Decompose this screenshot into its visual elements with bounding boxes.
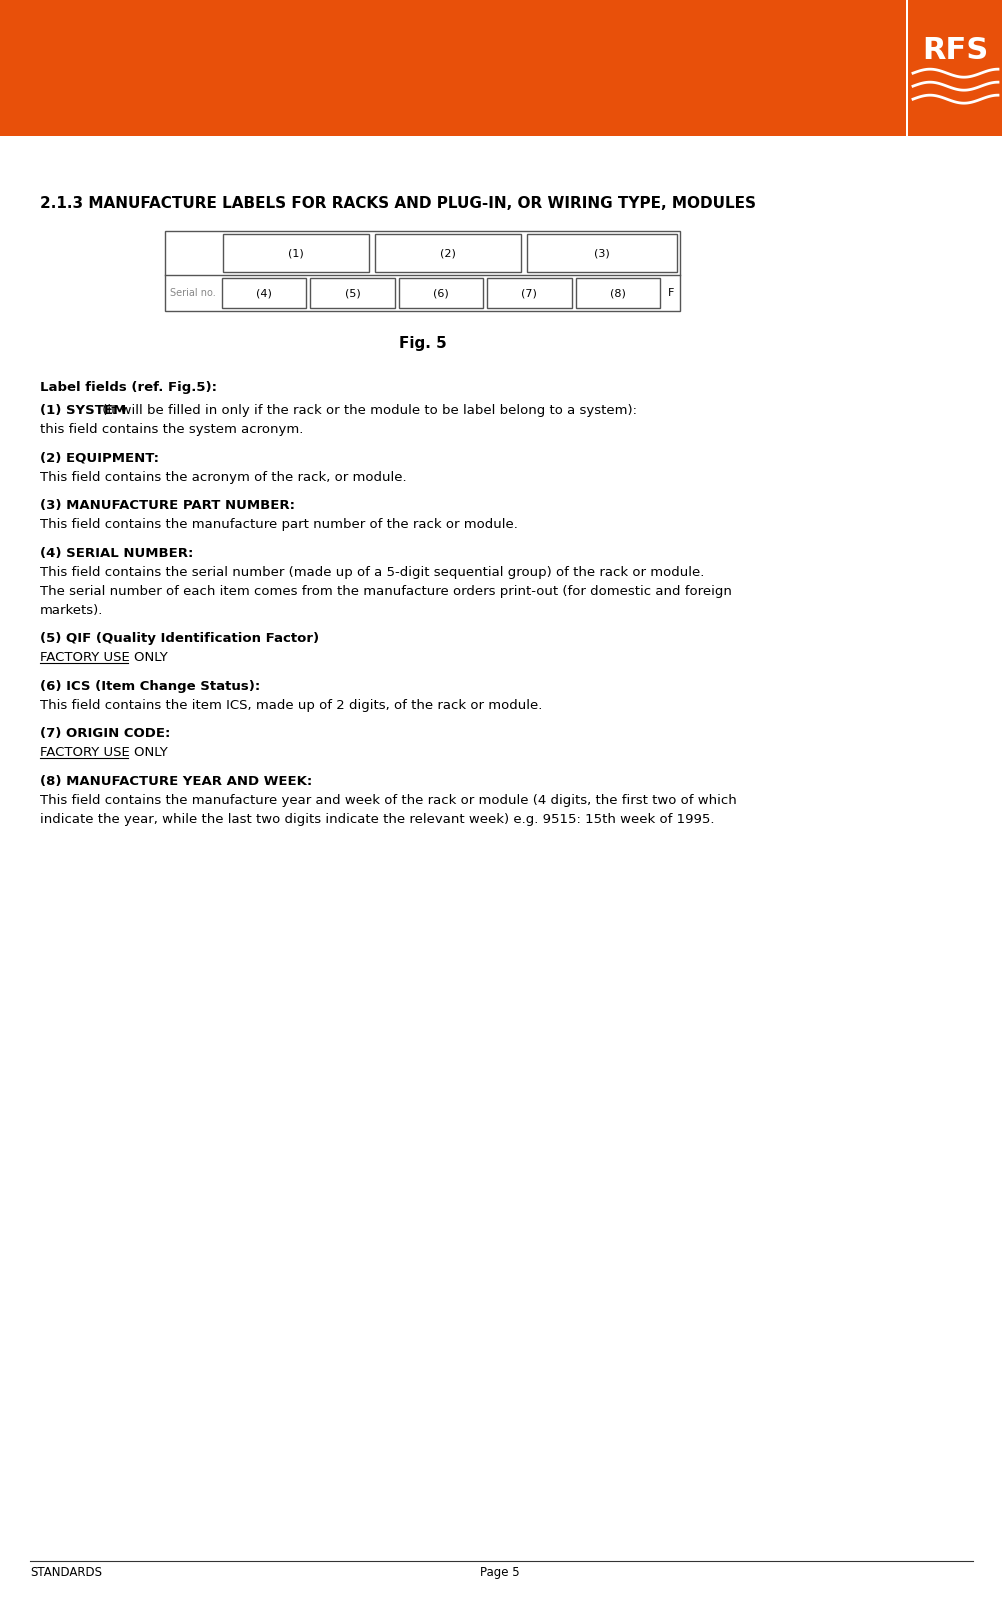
Text: The serial number of each item comes from the manufacture orders print-out (for : The serial number of each item comes fro…	[40, 584, 731, 598]
Text: (1): (1)	[288, 249, 304, 258]
Text: markets).: markets).	[40, 603, 103, 616]
Text: Page 5: Page 5	[480, 1566, 519, 1578]
Text: this field contains the system acronym.: this field contains the system acronym.	[40, 423, 303, 436]
Text: (1) SYSTEM: (1) SYSTEM	[40, 404, 126, 417]
Bar	[165, 231, 679, 311]
Text: (6) ICS (Item Change Status):: (6) ICS (Item Change Status):	[40, 680, 260, 693]
Text: RFS: RFS	[922, 35, 988, 64]
Text: FACTORY USE ONLY: FACTORY USE ONLY	[40, 746, 167, 759]
Text: This field contains the serial number (made up of a 5-digit sequential group) of: This field contains the serial number (m…	[40, 566, 703, 579]
Bar	[487, 279, 571, 308]
Text: (8) MANUFACTURE YEAR AND WEEK:: (8) MANUFACTURE YEAR AND WEEK:	[40, 775, 312, 788]
Text: (3) MANUFACTURE PART NUMBER:: (3) MANUFACTURE PART NUMBER:	[40, 499, 295, 512]
Bar	[575, 279, 659, 308]
Text: (5): (5)	[345, 289, 360, 298]
Text: This field contains the acronym of the rack, or module.: This field contains the acronym of the r…	[40, 470, 406, 484]
Text: (3): (3)	[593, 249, 609, 258]
Text: (7): (7)	[521, 289, 537, 298]
Text: F: F	[667, 289, 673, 298]
Text: (6): (6)	[433, 289, 449, 298]
Text: (4): (4)	[256, 289, 272, 298]
Text: STANDARDS: STANDARDS	[30, 1566, 102, 1578]
Bar	[222, 234, 369, 273]
Text: indicate the year, while the last two digits indicate the relevant week) e.g. 95: indicate the year, while the last two di…	[40, 813, 713, 826]
Bar	[526, 234, 676, 273]
Text: (it will be filled in only if the rack or the module to be label belong to a sys: (it will be filled in only if the rack o…	[98, 404, 636, 417]
Text: This field contains the manufacture part number of the rack or module.: This field contains the manufacture part…	[40, 518, 517, 531]
Text: Label fields (ref. Fig.5):: Label fields (ref. Fig.5):	[40, 382, 216, 395]
Bar	[0, 0, 1002, 136]
Text: Serial no.: Serial no.	[169, 289, 215, 298]
Text: This field contains the manufacture year and week of the rack or module (4 digit: This field contains the manufacture year…	[40, 794, 736, 807]
Bar	[905, 0, 907, 136]
Text: (2): (2)	[439, 249, 455, 258]
Bar	[399, 279, 483, 308]
Text: (4) SERIAL NUMBER:: (4) SERIAL NUMBER:	[40, 547, 193, 560]
Text: FACTORY USE ONLY: FACTORY USE ONLY	[40, 651, 167, 664]
Bar	[375, 234, 520, 273]
Text: (8): (8)	[609, 289, 625, 298]
Text: (5) QIF (Quality Identification Factor): (5) QIF (Quality Identification Factor)	[40, 632, 319, 645]
Text: Fig. 5: Fig. 5	[398, 337, 446, 351]
Text: (7) ORIGIN CODE:: (7) ORIGIN CODE:	[40, 727, 170, 739]
Bar	[221, 279, 306, 308]
Text: This field contains the item ICS, made up of 2 digits, of the rack or module.: This field contains the item ICS, made u…	[40, 699, 542, 712]
Bar	[310, 279, 395, 308]
Text: 2.1.3 MANUFACTURE LABELS FOR RACKS AND PLUG-IN, OR WIRING TYPE, MODULES: 2.1.3 MANUFACTURE LABELS FOR RACKS AND P…	[40, 196, 756, 212]
Text: (2) EQUIPMENT:: (2) EQUIPMENT:	[40, 452, 159, 465]
